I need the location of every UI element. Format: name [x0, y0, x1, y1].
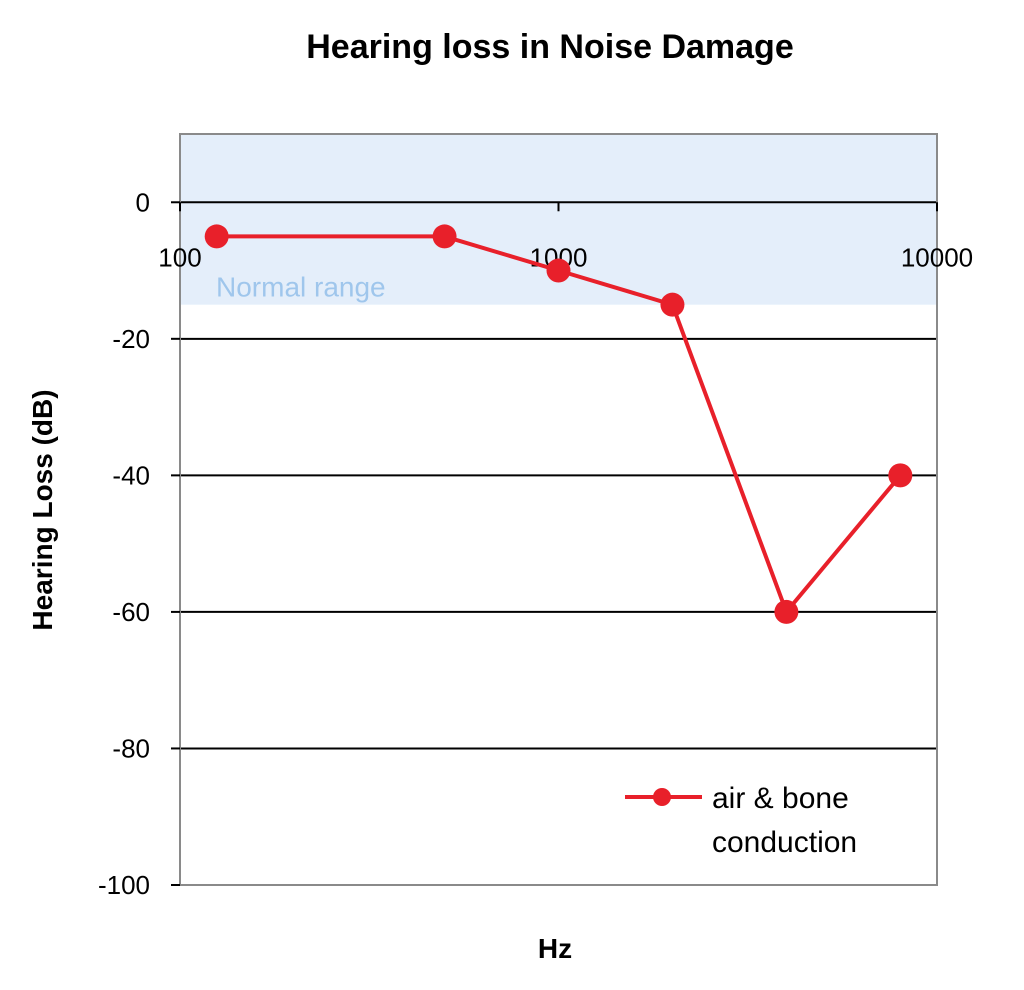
data-point — [432, 224, 457, 249]
data-point — [888, 463, 913, 488]
x-tick-label: 100 — [158, 242, 201, 272]
x-tick-label: 10000 — [901, 242, 973, 272]
data-point — [546, 258, 571, 283]
y-tick-label: 0 — [136, 187, 150, 217]
chart-title: Hearing loss in Noise Damage — [306, 28, 794, 66]
y-axis-title: Hearing Loss (dB) — [27, 389, 58, 630]
series-layer — [204, 224, 913, 624]
y-tick-label: -60 — [112, 597, 150, 627]
y-tick-label: -40 — [112, 460, 150, 490]
legend-label-line-1: air & bone — [712, 782, 849, 815]
plot-area: Normal range 0-20-40-60-80-100 100 1000 10… — [98, 133, 973, 900]
legend-label-line-2: conduction — [712, 826, 857, 859]
legend: air & bone conduction — [625, 782, 857, 859]
data-point — [774, 599, 799, 624]
y-axis-ticks: 0 -20 -40 -60 -80 -100 — [98, 187, 180, 900]
series-line — [216, 234, 902, 614]
y-tick-label: -20 — [112, 324, 150, 354]
legend-marker — [653, 788, 671, 806]
x-axis-title: Hz — [538, 933, 572, 964]
plot-frame — [179, 133, 938, 886]
data-point — [660, 292, 685, 317]
y-tick-label: -80 — [112, 733, 150, 763]
data-point — [204, 224, 229, 249]
y-tick-label: -100 — [98, 870, 150, 900]
normal-range-label: Normal range — [216, 272, 386, 303]
